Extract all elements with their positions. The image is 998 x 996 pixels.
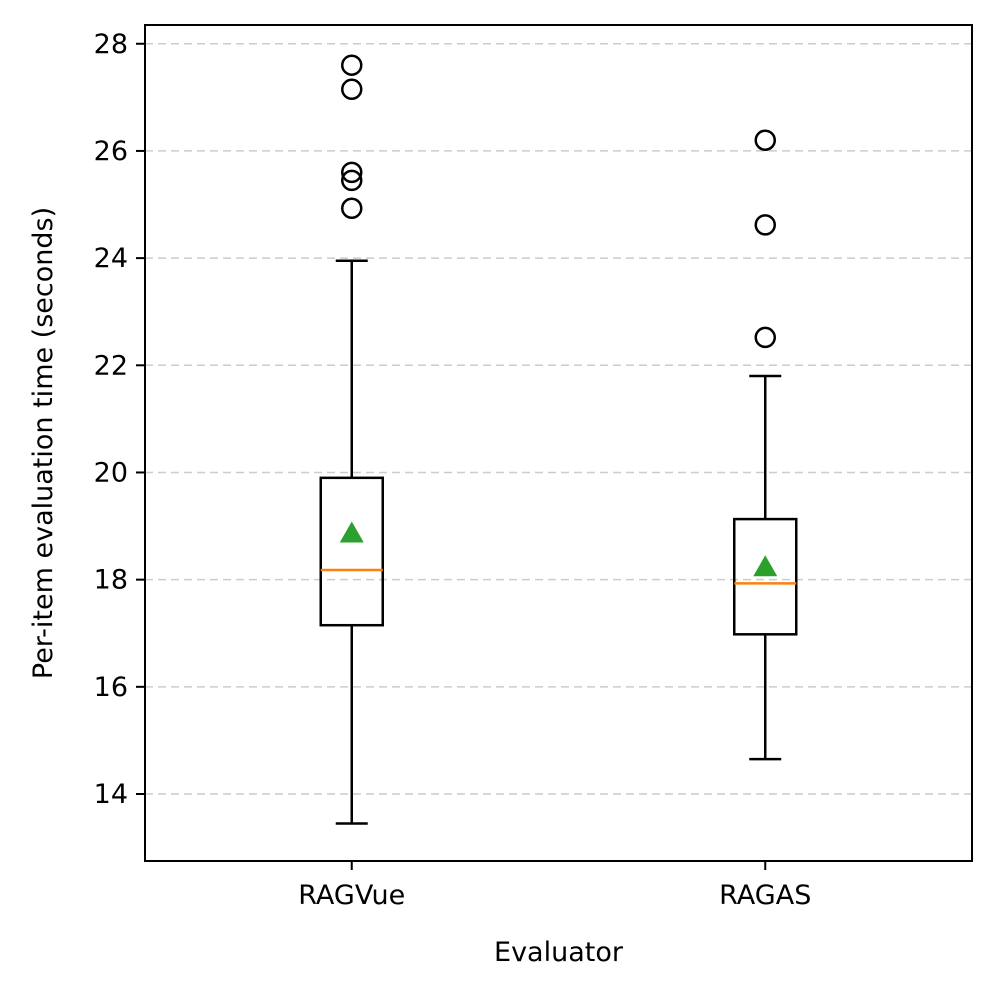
y-tick-label: 28 xyxy=(94,29,128,60)
y-tick-label: 22 xyxy=(94,350,128,381)
grid-lines xyxy=(145,43,972,795)
outlier-point xyxy=(754,129,776,151)
iqr-box xyxy=(733,517,798,636)
iqr-box xyxy=(319,476,384,627)
y-tick-label: 14 xyxy=(94,779,128,810)
outlier-point xyxy=(341,161,363,184)
mean-marker xyxy=(339,521,364,543)
y-tick-label: 20 xyxy=(94,457,128,488)
mean-marker xyxy=(753,555,778,577)
y-tick-label: 16 xyxy=(94,672,128,703)
outlier-point xyxy=(341,54,363,76)
outlier-point xyxy=(341,78,363,101)
x-tick-label-ragas: RAGAS xyxy=(719,880,811,911)
y-axis-ticks: 14 16 18 20 22 24 26 28 xyxy=(94,29,145,810)
y-tick-label: 26 xyxy=(94,136,128,167)
y-tick-label: 24 xyxy=(94,243,128,274)
x-tick-label-ragvue: RAGVue xyxy=(298,880,405,911)
box-ragvue xyxy=(319,54,384,825)
outlier-point xyxy=(754,214,776,236)
outlier-point xyxy=(341,197,363,220)
x-axis-ticks: RAGVue RAGAS xyxy=(298,861,811,911)
y-axis-label: Per-item evaluation time (seconds) xyxy=(28,207,59,679)
plot-frame xyxy=(144,24,973,862)
box-series xyxy=(319,54,798,825)
outlier-point xyxy=(341,169,363,192)
y-tick-label: 18 xyxy=(94,565,128,596)
x-axis-label: Evaluator xyxy=(494,937,624,968)
box-ragas xyxy=(733,129,798,761)
outlier-point xyxy=(754,326,776,349)
